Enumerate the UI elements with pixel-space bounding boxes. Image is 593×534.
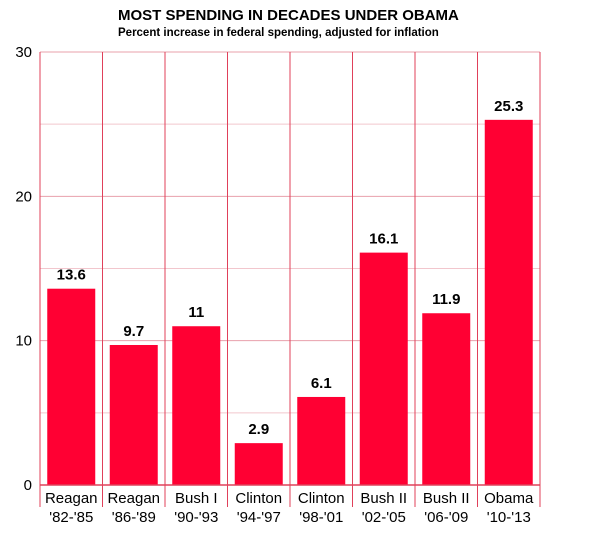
y-tick-label: 30 — [15, 44, 32, 61]
x-tick-label: Reagan — [107, 490, 160, 507]
data-label: 6.1 — [311, 375, 332, 392]
x-tick-label: Reagan — [45, 490, 98, 507]
chart-subtitle: Percent increase in federal spending, ad… — [118, 27, 439, 39]
x-tick-label: Bush II — [423, 490, 470, 507]
bar — [297, 396, 346, 485]
chart-title: MOST SPENDING IN DECADES UNDER OBAMA — [118, 7, 459, 24]
data-label: 11 — [188, 304, 204, 321]
x-tick-label: Obama — [484, 490, 534, 507]
bar — [484, 119, 533, 485]
data-label: 9.7 — [123, 323, 144, 340]
x-tick-label: '10-'13 — [487, 509, 531, 526]
bar — [47, 288, 96, 485]
x-tick-label: '82-'85 — [49, 509, 93, 526]
data-label: 16.1 — [369, 231, 398, 248]
data-label: 11.9 — [432, 291, 460, 308]
x-tick-label: Clinton — [235, 490, 282, 507]
bar — [109, 344, 158, 485]
bar — [422, 313, 471, 485]
x-tick-label: Clinton — [298, 490, 345, 507]
data-label: 13.6 — [57, 267, 86, 284]
x-tick-label: '94-'97 — [237, 509, 281, 526]
bar — [172, 326, 221, 485]
x-tick-label: '90-'93 — [174, 509, 218, 526]
y-tick-label: 0 — [24, 477, 32, 494]
bar — [359, 252, 408, 485]
x-tick-label: '98-'01 — [299, 509, 343, 526]
x-tick-label: '86-'89 — [112, 509, 156, 526]
data-label: 25.3 — [494, 98, 523, 115]
x-tick-label: '02-'05 — [362, 509, 406, 526]
x-tick-label: Bush II — [360, 490, 407, 507]
y-tick-label: 10 — [15, 333, 32, 350]
x-tick-label: '06-'09 — [424, 509, 468, 526]
y-tick-label: 20 — [15, 188, 32, 205]
x-tick-label: Bush I — [175, 490, 218, 507]
bar — [234, 443, 283, 485]
data-label: 2.9 — [248, 421, 269, 438]
